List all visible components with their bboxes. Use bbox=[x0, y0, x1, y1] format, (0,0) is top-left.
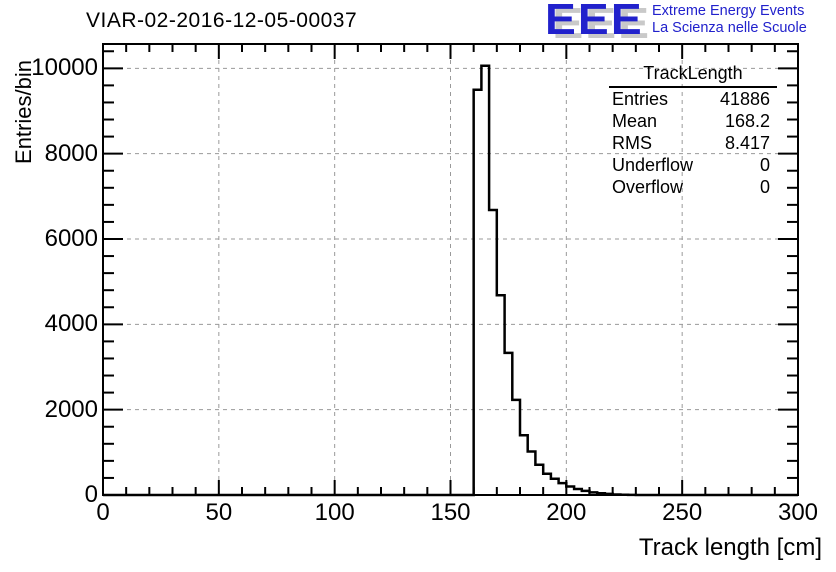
plot-title: VIAR-02-2016-12-05-00037 bbox=[86, 9, 358, 32]
stats-box: TrackLength Entries 41886 Mean 168.2 RMS… bbox=[609, 61, 777, 198]
x-tick-label: 150 bbox=[430, 499, 471, 526]
stats-row-underflow: Underflow 0 bbox=[609, 154, 777, 176]
stats-row-entries: Entries 41886 bbox=[609, 88, 777, 110]
x-tick-label: 250 bbox=[662, 499, 703, 526]
y-tick-label: 2000 bbox=[44, 395, 98, 423]
eee-logo-line1: Extreme Energy Events bbox=[652, 3, 805, 19]
stats-row-overflow: Overflow 0 bbox=[609, 176, 777, 198]
eee-logo-line2: La Scienza nelle Scuole bbox=[652, 20, 807, 36]
y-tick-label: 0 bbox=[84, 481, 98, 508]
stats-header: TrackLength bbox=[609, 61, 777, 88]
x-tick-label: 50 bbox=[205, 499, 233, 526]
stats-value: 0 bbox=[759, 177, 770, 197]
y-tick-label: 8000 bbox=[44, 139, 98, 167]
stats-value: 8.417 bbox=[724, 133, 770, 153]
x-tick-label: 100 bbox=[314, 499, 355, 526]
stats-label: Underflow bbox=[612, 155, 694, 175]
stats-row-rms: RMS 8.417 bbox=[609, 132, 777, 154]
stats-label: RMS bbox=[612, 133, 652, 153]
y-tick-label: 6000 bbox=[44, 224, 98, 252]
stats-row-mean: Mean 168.2 bbox=[609, 110, 777, 132]
x-tick-label: 300 bbox=[777, 499, 819, 526]
stats-value: 0 bbox=[759, 155, 770, 175]
eee-logo-text: Extreme Energy Events La Scienza nelle S… bbox=[652, 3, 807, 37]
y-axis-title: Entries/bin bbox=[11, 60, 36, 164]
stats-label: Entries bbox=[612, 89, 669, 109]
x-tick-label: 200 bbox=[546, 499, 587, 526]
y-tick-label: 4000 bbox=[44, 310, 98, 338]
stats-value: 41886 bbox=[719, 89, 770, 109]
x-tick-label: 0 bbox=[96, 499, 110, 526]
stats-label: Mean bbox=[612, 111, 658, 131]
eee-logo-acronym: EEE bbox=[545, 0, 644, 44]
stats-value: 168.2 bbox=[724, 111, 770, 131]
x-axis-title: Track length [cm] bbox=[638, 534, 822, 561]
y-tick-label: 10000 bbox=[31, 54, 98, 82]
stats-label: Overflow bbox=[612, 177, 684, 197]
